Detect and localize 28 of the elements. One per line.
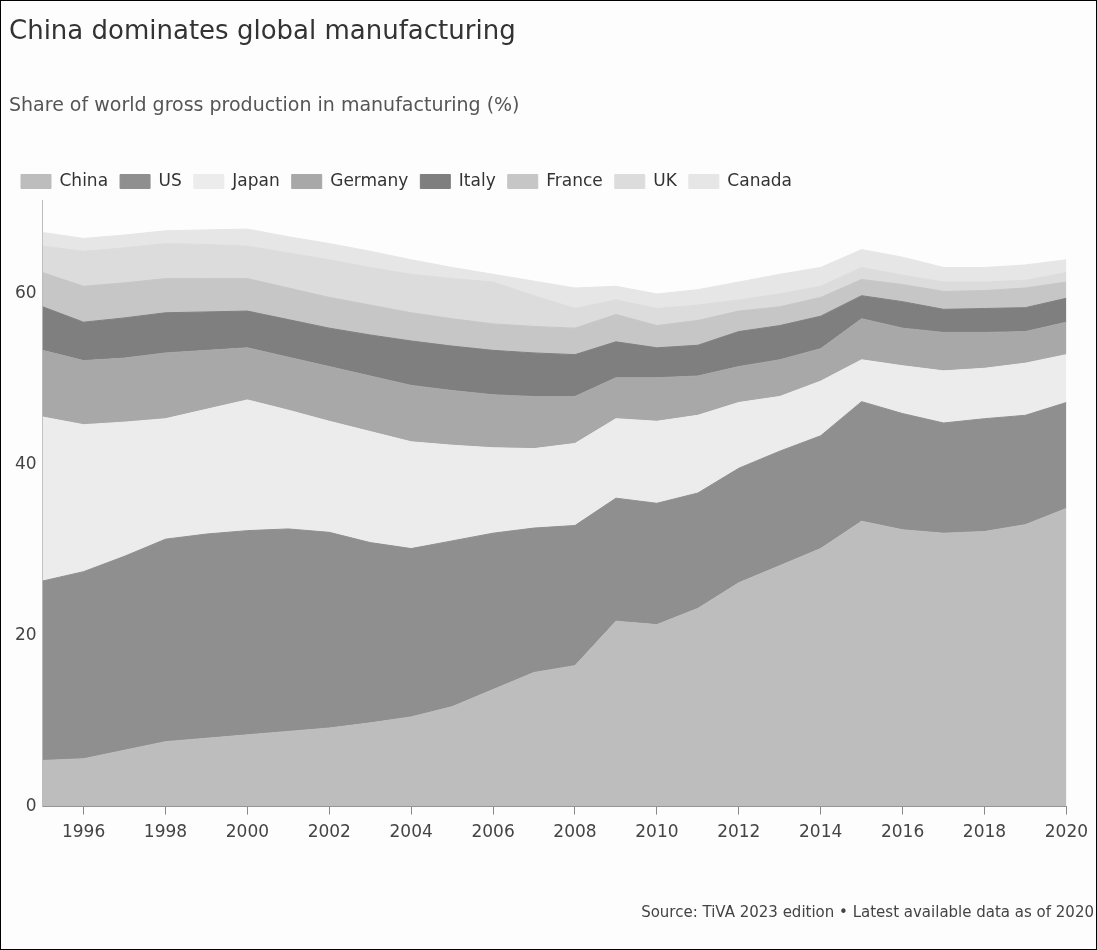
x-tick-label: 1996 — [61, 821, 106, 842]
x-tick-label: 2002 — [307, 821, 351, 842]
legend-label: Canada — [727, 169, 793, 190]
x-tick-label: 2010 — [635, 821, 679, 842]
x-tick-label: 1998 — [143, 821, 188, 842]
x-tick-label: 2018 — [962, 821, 1007, 842]
x-tick-label: 2000 — [225, 821, 270, 842]
x-tick-label: 2008 — [553, 821, 597, 842]
x-tick-label: 2004 — [389, 821, 433, 842]
legend-label: Italy — [458, 169, 496, 190]
x-tick-label: 2006 — [471, 821, 515, 842]
legend-label: China — [59, 169, 109, 190]
y-tick-label: 60 — [14, 282, 37, 303]
x-tick-label: 2020 — [1044, 821, 1088, 842]
source-note: Source: TiVA 2023 edition • Latest available data as of 2020 — [641, 903, 1094, 921]
chart-subtitle: Share of world gross production in manufacturing (%) — [9, 93, 520, 115]
y-tick-label: 0 — [25, 795, 37, 816]
x-tick-label: 2012 — [717, 821, 761, 842]
y-tick-label: 40 — [14, 453, 37, 474]
chart-title: China dominates global manufacturing — [9, 15, 516, 45]
legend-label: US — [158, 169, 182, 190]
y-tick-label: 20 — [14, 624, 37, 645]
x-tick-label: 2014 — [799, 821, 843, 842]
legend-label: Germany — [330, 169, 409, 190]
legend-label: UK — [653, 169, 678, 190]
legend-label: Japan — [231, 169, 280, 190]
legend-label: France — [546, 169, 603, 190]
x-tick-label: 2016 — [880, 821, 925, 842]
